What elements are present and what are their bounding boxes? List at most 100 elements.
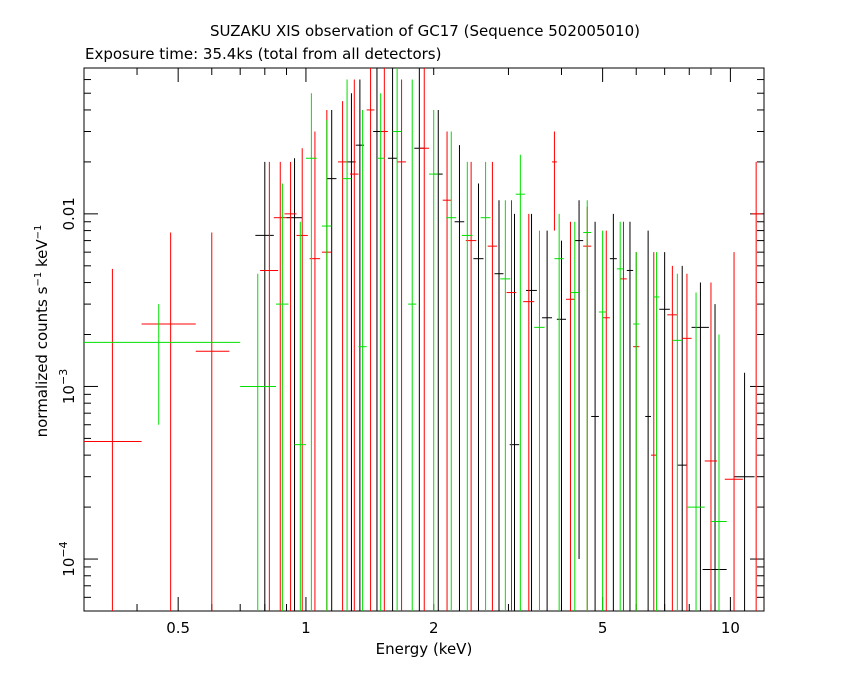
data-point — [620, 221, 627, 611]
y-axis-label-exp2: −1 — [33, 224, 44, 240]
data-point — [710, 334, 727, 611]
data-point — [326, 109, 337, 611]
data-point — [461, 161, 473, 611]
data-point — [570, 221, 580, 611]
data-point — [691, 282, 709, 611]
data-point — [305, 93, 317, 611]
data-point — [751, 161, 763, 611]
data-point — [373, 68, 381, 611]
data-point — [419, 68, 430, 611]
data-point — [686, 292, 705, 611]
data-point — [84, 268, 142, 611]
y-tick-base: 10 — [60, 385, 78, 404]
data-point — [487, 161, 498, 611]
data-point — [275, 183, 289, 611]
y-tick-label: 10−3 — [57, 369, 78, 404]
data-point — [682, 273, 692, 611]
y-axis-label: normalized counts s−1 keV−1 — [33, 181, 51, 481]
data-point — [195, 232, 230, 611]
x-tick-label: 2 — [429, 619, 439, 637]
data-point — [734, 372, 755, 611]
data-point — [650, 252, 657, 611]
data-point — [526, 213, 537, 611]
x-tick-label: 1 — [301, 619, 311, 637]
data-point — [702, 304, 727, 611]
data-point — [366, 68, 375, 611]
data-point — [273, 161, 287, 611]
x-axis-label: Energy (keV) — [375, 640, 473, 658]
data-point — [653, 252, 660, 611]
data-point — [338, 101, 348, 611]
data-point — [523, 213, 535, 611]
data-point — [645, 230, 651, 611]
data-point — [429, 109, 439, 611]
data-point — [602, 230, 610, 611]
data-point — [349, 79, 359, 611]
data-points — [84, 68, 763, 611]
data-point — [598, 230, 607, 611]
data-point — [358, 109, 367, 611]
y-tick-exp: −4 — [57, 541, 70, 557]
data-point — [408, 79, 417, 611]
data-point — [566, 221, 575, 611]
data-point — [633, 252, 640, 611]
data-point — [296, 148, 308, 611]
data-point — [616, 221, 624, 611]
chart-title: SUZAKU XIS observation of GC17 (Sequence… — [210, 22, 640, 40]
data-point — [414, 68, 425, 611]
data-point — [534, 230, 545, 611]
y-axis-label-exp1: −1 — [33, 271, 44, 287]
data-point — [672, 273, 683, 611]
data-point — [677, 265, 687, 611]
data-point — [574, 200, 584, 560]
y-tick-label: 0.01 — [60, 197, 78, 230]
data-point — [342, 79, 352, 611]
data-point — [454, 145, 465, 611]
data-point — [392, 68, 402, 611]
data-point — [321, 119, 332, 611]
data-point — [446, 131, 457, 611]
data-point — [659, 252, 670, 611]
data-point — [480, 161, 491, 611]
data-point — [515, 154, 525, 611]
data-point — [704, 282, 718, 611]
data-point — [294, 221, 306, 611]
data-point — [552, 131, 557, 231]
y-tick-base: 10 — [60, 558, 78, 577]
data-point — [556, 240, 567, 611]
y-axis-label-mid: keV — [33, 239, 51, 272]
data-point — [583, 200, 592, 611]
data-point — [380, 68, 388, 611]
data-point — [442, 131, 452, 611]
x-tick-label: 0.5 — [166, 619, 190, 637]
data-point — [376, 93, 385, 611]
data-point — [667, 265, 678, 611]
data-point — [141, 232, 196, 611]
data-point — [724, 252, 743, 611]
data-point — [542, 230, 553, 611]
data-point — [84, 304, 241, 425]
data-point — [284, 161, 297, 611]
data-point — [433, 109, 443, 611]
data-point — [473, 183, 484, 611]
data-point — [626, 221, 634, 611]
y-tick-exp: −3 — [57, 369, 70, 385]
x-tick-label: 10 — [721, 619, 740, 637]
data-point — [397, 79, 406, 611]
axis-ticks — [83, 67, 764, 612]
data-point — [609, 213, 617, 611]
data-point — [500, 200, 511, 611]
data-point — [240, 273, 276, 611]
data-point — [554, 213, 564, 611]
chart-subtitle: Exposure time: 35.4ks (total from all de… — [85, 45, 442, 63]
data-point — [286, 158, 303, 611]
data-point — [506, 200, 517, 611]
y-axis-label-base: normalized counts s — [33, 286, 51, 438]
y-tick-base: 0.01 — [60, 197, 78, 230]
y-tick-label: 10−4 — [57, 541, 78, 576]
x-tick-label: 5 — [598, 619, 608, 637]
data-point — [387, 68, 398, 611]
data-point — [494, 200, 504, 611]
